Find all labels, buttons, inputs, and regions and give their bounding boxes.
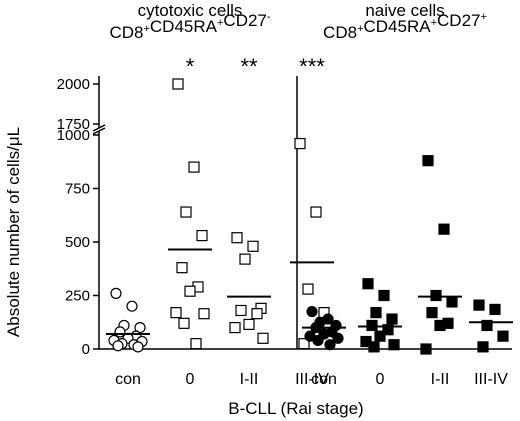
open-square-point <box>247 240 259 252</box>
filled-square-point <box>477 341 489 353</box>
open-square-point <box>257 332 269 344</box>
filled-circle-point <box>312 334 324 347</box>
panel-title: naive cells <box>365 1 444 20</box>
open-square-point <box>178 317 190 329</box>
filled-square-point <box>386 313 398 325</box>
filled-square-point <box>497 330 509 342</box>
open-square-point <box>172 78 184 90</box>
open-square-point <box>170 307 182 319</box>
x-tick-label: I-II <box>431 371 450 388</box>
filled-square-point <box>489 303 501 316</box>
y-tick-label: 0 <box>82 341 90 358</box>
filled-square-point <box>378 289 390 302</box>
filled-square-point <box>426 307 438 319</box>
open-square-point <box>302 283 314 295</box>
open-square-point <box>310 206 322 218</box>
x-tick-label: con <box>115 371 141 388</box>
open-circle-point <box>112 340 124 352</box>
open-square-point <box>251 308 263 320</box>
filled-square-point <box>481 319 493 332</box>
open-square-point <box>243 318 255 330</box>
filled-circle-point <box>332 332 344 344</box>
y-tick-label: 750 <box>65 181 90 198</box>
x-axis-label: B-CLL (Rai stage) <box>228 399 363 418</box>
open-square-point <box>229 322 241 334</box>
data-marks: * ** *** <box>106 54 513 355</box>
filled-square-point <box>388 339 400 351</box>
x-tick-label: III-IV <box>295 371 329 388</box>
significance-label: * <box>186 54 195 79</box>
open-circle-point <box>132 341 144 353</box>
open-square-point <box>188 161 200 173</box>
x-tick-label: III-IV <box>474 371 508 388</box>
open-square-point <box>231 232 243 244</box>
y-tick-label: 1000 <box>57 127 90 144</box>
x-tick-label: 0 <box>376 371 385 388</box>
y-tick-label: 500 <box>65 234 90 251</box>
filled-circle-point <box>306 305 318 318</box>
y-tick-label: 1750 <box>57 116 90 133</box>
filled-square-point <box>434 319 446 332</box>
open-circle-point <box>126 300 138 312</box>
open-square-point <box>180 206 192 218</box>
filled-square-point <box>368 341 380 353</box>
filled-square-point <box>366 319 378 332</box>
open-square-point <box>294 137 306 150</box>
filled-square-point <box>446 296 458 308</box>
filled-square-point <box>382 324 394 336</box>
x-tick-label: I-II <box>240 371 259 388</box>
y-tick-label: 2000 <box>57 76 90 93</box>
filled-square-point <box>438 223 450 235</box>
filled-square-point <box>362 278 374 290</box>
open-circle-point <box>110 287 122 299</box>
open-square-point <box>235 304 247 317</box>
filled-circle-point <box>324 339 336 351</box>
filled-square-point <box>473 299 485 311</box>
y-axis-break-mark <box>92 127 106 135</box>
open-square-point <box>176 262 188 274</box>
open-square-point <box>190 338 202 350</box>
open-square-point <box>196 229 208 242</box>
open-square-point <box>239 253 251 265</box>
significance-label: *** <box>299 54 325 79</box>
x-tick-label: con <box>311 371 337 388</box>
filled-square-point <box>430 289 442 302</box>
filled-square-point <box>374 330 386 342</box>
x-tick-label: 0 <box>186 371 195 388</box>
open-square-point <box>298 338 310 350</box>
filled-square-point <box>370 307 382 319</box>
y-tick-label: 250 <box>65 288 90 305</box>
y-axis-break-mark <box>92 124 106 132</box>
filled-square-point <box>420 343 432 355</box>
filled-square-point <box>422 155 434 167</box>
panel-title: cytotoxic cells <box>138 1 243 20</box>
panel-subtitle: CD8+CD45RA+CD27- <box>109 11 270 42</box>
open-square-point <box>184 285 196 297</box>
open-square-point <box>198 308 210 320</box>
panel-subtitle: CD8+CD45RA+CD27+ <box>323 11 487 42</box>
significance-label: ** <box>240 54 258 79</box>
y-axis-label: Absolute number of cells/μL <box>4 127 23 337</box>
